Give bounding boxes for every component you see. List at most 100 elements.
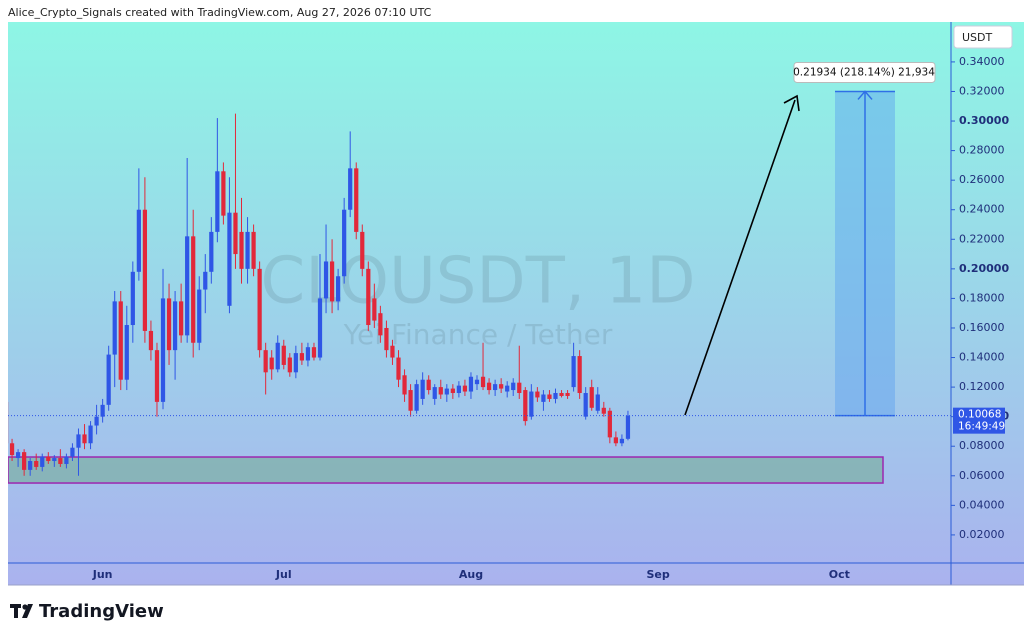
y-tick-label: 0.14000 — [959, 351, 1005, 364]
candle-body — [154, 350, 160, 402]
currency: USDT — [962, 31, 993, 44]
y-tick-label: 0.32000 — [959, 84, 1005, 97]
candle-body — [444, 388, 449, 395]
candle-body — [450, 388, 455, 394]
y-tick-label: 0.24000 — [959, 203, 1005, 216]
candle-body — [378, 313, 383, 336]
candle-body — [607, 410, 612, 438]
candle-body — [257, 268, 262, 351]
candle-body — [420, 379, 425, 399]
candle-body — [613, 437, 618, 444]
candle-body — [342, 209, 347, 277]
candle-body — [100, 404, 105, 417]
y-tick-label: 0.34000 — [959, 55, 1005, 68]
candle-body — [480, 376, 486, 388]
candle-body — [185, 236, 190, 336]
candle-body — [142, 209, 148, 331]
candle-body — [619, 438, 625, 444]
price-label-box — [953, 407, 1005, 434]
candle-body — [523, 390, 528, 422]
x-tick-label: Sep — [647, 568, 670, 581]
candle-body — [486, 382, 492, 391]
candle-body — [360, 231, 365, 269]
plot-area — [8, 90, 951, 484]
y-tick-label: 0.12000 — [959, 380, 1005, 393]
candle-body — [468, 376, 474, 392]
y-tick-label: 0.26000 — [959, 173, 1005, 186]
candle-body — [541, 394, 546, 402]
candle-body — [239, 231, 244, 269]
candle-body — [565, 393, 570, 396]
candle-body — [505, 385, 510, 392]
candle-body — [366, 268, 371, 326]
candle-body — [317, 298, 323, 358]
measure-label: 0.21934 (218.14%) 21,934 — [793, 66, 935, 78]
candle-body — [215, 171, 220, 232]
x-tick-label: Aug — [459, 568, 483, 581]
projection-arrow — [684, 99, 796, 416]
candle-body — [390, 345, 395, 358]
projection-arrowhead — [783, 94, 800, 112]
candle-body — [251, 231, 256, 269]
brand: TradingView — [39, 601, 164, 622]
candle-body — [179, 301, 184, 336]
candle-body — [88, 425, 93, 444]
candle-body — [76, 434, 81, 448]
candle-body — [535, 391, 540, 398]
candle-body — [8, 401, 9, 444]
y-tick-label: 0.30000 — [959, 114, 1009, 127]
candle-body — [160, 298, 166, 402]
x-tick-label: Jul — [275, 568, 292, 581]
candle-body — [372, 298, 377, 321]
candle-body — [426, 379, 431, 391]
candle-body — [263, 350, 268, 373]
candle-body — [34, 461, 39, 467]
x-tick-label: Oct — [829, 568, 850, 581]
y-tick-label: 0.22000 — [959, 232, 1005, 245]
candle-body — [493, 384, 498, 391]
candle-body — [499, 384, 504, 389]
measure-label-box — [793, 61, 936, 83]
price-label: 0.10068 — [958, 409, 1001, 421]
candle-body — [329, 261, 335, 302]
candle-body — [559, 393, 564, 396]
candle-body — [601, 407, 606, 414]
candle-body — [323, 261, 329, 299]
candle-body — [112, 301, 117, 355]
brand-logo — [10, 604, 33, 618]
y-tick-label: 0.06000 — [959, 469, 1005, 482]
candle-body — [106, 354, 111, 405]
currency-box — [953, 25, 1013, 49]
watermark-subtitle: Yei Finance / Tether — [343, 318, 613, 351]
candle-body — [136, 209, 141, 272]
candle-body — [245, 231, 250, 269]
candle-body — [589, 387, 594, 408]
candle-body — [402, 375, 407, 395]
y-tick-label: 0.18000 — [959, 291, 1005, 304]
y-tick-label: 0.28000 — [959, 144, 1005, 157]
candle-body — [148, 330, 154, 351]
candle-body — [46, 456, 51, 462]
candle-body — [118, 301, 123, 380]
candle-body — [311, 347, 317, 358]
candle-body — [348, 168, 353, 210]
y-tick-label: 0.20000 — [959, 262, 1009, 275]
candle-body — [571, 356, 576, 388]
chart-background — [8, 22, 1024, 585]
candle-body — [456, 385, 461, 394]
y-tick-label: 0.02000 — [959, 528, 1005, 541]
candle-body — [396, 357, 401, 380]
x-tick-label: Jun — [92, 568, 113, 581]
candle-body — [64, 456, 69, 464]
y-tick-label: 0.16000 — [959, 321, 1005, 334]
candle-body — [432, 387, 437, 399]
candle-body — [553, 393, 558, 399]
candle-body — [269, 357, 274, 370]
candle-body — [529, 391, 534, 417]
candle-body — [172, 301, 178, 351]
candle-body — [287, 357, 292, 373]
candle-body — [299, 353, 305, 361]
candle-body — [191, 236, 196, 343]
candle-body — [408, 390, 413, 411]
